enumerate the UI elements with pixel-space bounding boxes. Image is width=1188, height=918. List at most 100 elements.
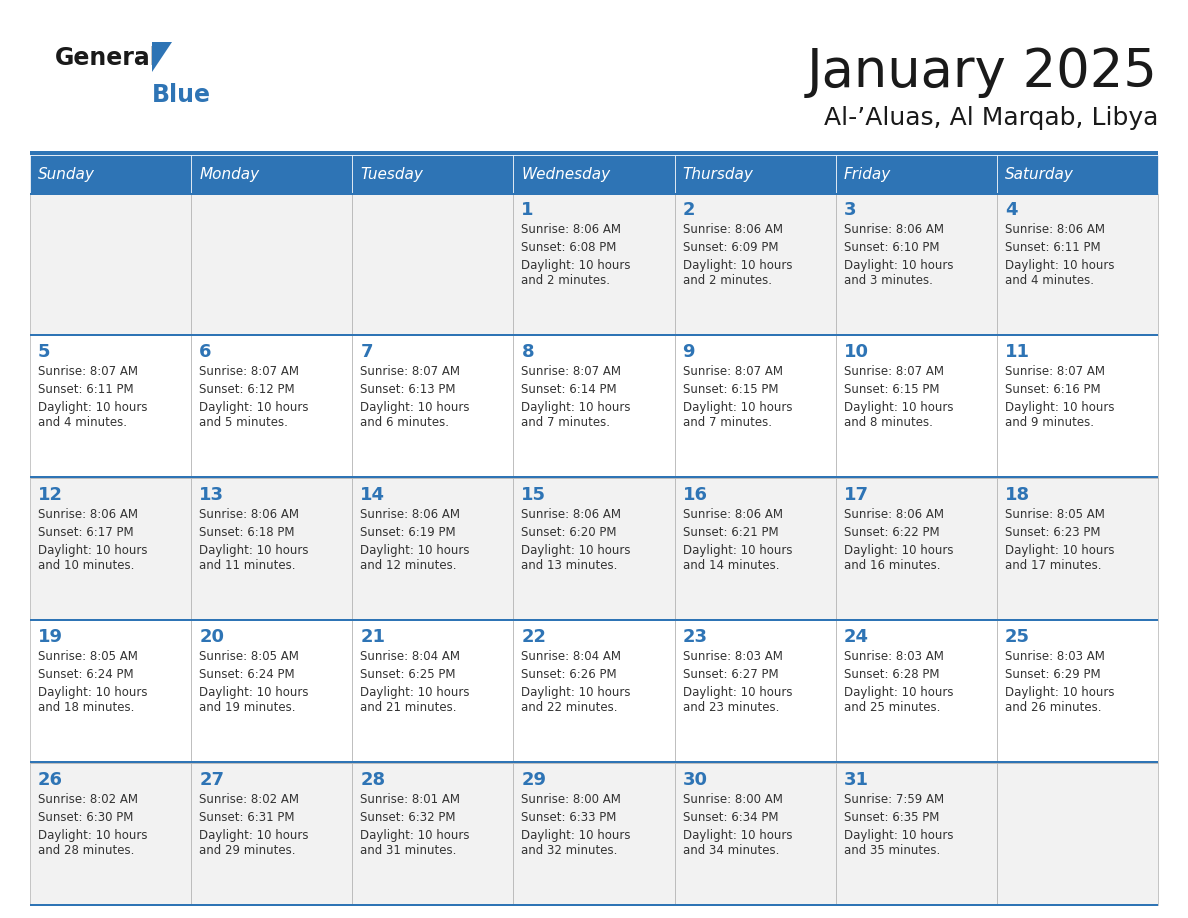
Bar bbox=[997, 763, 1158, 905]
Text: Sunset: 6:11 PM: Sunset: 6:11 PM bbox=[1005, 241, 1100, 254]
Text: Daylight: 10 hours
and 14 minutes.: Daylight: 10 hours and 14 minutes. bbox=[683, 543, 792, 572]
Text: Sunset: 6:19 PM: Sunset: 6:19 PM bbox=[360, 526, 456, 539]
Bar bbox=[30, 151, 1158, 155]
Bar bbox=[675, 477, 835, 621]
Bar bbox=[513, 621, 675, 763]
Text: 23: 23 bbox=[683, 628, 708, 646]
Text: Sunset: 6:32 PM: Sunset: 6:32 PM bbox=[360, 811, 456, 823]
Text: Daylight: 10 hours
and 2 minutes.: Daylight: 10 hours and 2 minutes. bbox=[683, 259, 792, 287]
Text: 14: 14 bbox=[360, 486, 385, 504]
Text: Sunrise: 8:03 AM: Sunrise: 8:03 AM bbox=[1005, 650, 1105, 663]
Text: 30: 30 bbox=[683, 770, 708, 789]
Text: Daylight: 10 hours
and 17 minutes.: Daylight: 10 hours and 17 minutes. bbox=[1005, 543, 1114, 572]
Bar bbox=[30, 761, 1158, 763]
Bar bbox=[513, 763, 675, 905]
Text: General: General bbox=[55, 46, 159, 70]
Text: Sunset: 6:15 PM: Sunset: 6:15 PM bbox=[843, 384, 940, 397]
Text: Sunrise: 7:59 AM: Sunrise: 7:59 AM bbox=[843, 792, 943, 806]
Text: Sunrise: 8:05 AM: Sunrise: 8:05 AM bbox=[38, 650, 138, 663]
Text: 28: 28 bbox=[360, 770, 385, 789]
Text: Daylight: 10 hours
and 16 minutes.: Daylight: 10 hours and 16 minutes. bbox=[843, 543, 953, 572]
Text: 1: 1 bbox=[522, 201, 533, 219]
Bar bbox=[353, 621, 513, 763]
Bar bbox=[513, 155, 675, 193]
Bar bbox=[513, 193, 675, 335]
Bar bbox=[191, 193, 353, 335]
Text: 31: 31 bbox=[843, 770, 868, 789]
Text: Daylight: 10 hours
and 9 minutes.: Daylight: 10 hours and 9 minutes. bbox=[1005, 401, 1114, 430]
Text: Daylight: 10 hours
and 21 minutes.: Daylight: 10 hours and 21 minutes. bbox=[360, 686, 469, 714]
Bar bbox=[997, 193, 1158, 335]
Text: Daylight: 10 hours
and 7 minutes.: Daylight: 10 hours and 7 minutes. bbox=[522, 401, 631, 430]
Text: 2: 2 bbox=[683, 201, 695, 219]
Bar bbox=[353, 335, 513, 477]
Bar bbox=[30, 335, 191, 477]
Text: Sunrise: 8:06 AM: Sunrise: 8:06 AM bbox=[843, 223, 943, 236]
Bar bbox=[513, 477, 675, 621]
Text: Sunset: 6:08 PM: Sunset: 6:08 PM bbox=[522, 241, 617, 254]
Bar bbox=[675, 155, 835, 193]
Bar bbox=[835, 621, 997, 763]
Text: Daylight: 10 hours
and 5 minutes.: Daylight: 10 hours and 5 minutes. bbox=[200, 401, 309, 430]
Text: Thursday: Thursday bbox=[683, 166, 753, 182]
Text: Daylight: 10 hours
and 23 minutes.: Daylight: 10 hours and 23 minutes. bbox=[683, 686, 792, 714]
Text: Sunset: 6:15 PM: Sunset: 6:15 PM bbox=[683, 384, 778, 397]
Bar bbox=[997, 335, 1158, 477]
Text: Sunrise: 8:07 AM: Sunrise: 8:07 AM bbox=[200, 365, 299, 378]
Bar bbox=[997, 155, 1158, 193]
Text: Sunset: 6:18 PM: Sunset: 6:18 PM bbox=[200, 526, 295, 539]
Text: 6: 6 bbox=[200, 343, 211, 362]
Text: Sunset: 6:33 PM: Sunset: 6:33 PM bbox=[522, 811, 617, 823]
Text: Sunset: 6:12 PM: Sunset: 6:12 PM bbox=[200, 384, 295, 397]
Bar bbox=[675, 193, 835, 335]
Text: 19: 19 bbox=[38, 628, 63, 646]
Bar bbox=[835, 193, 997, 335]
Text: Sunrise: 8:03 AM: Sunrise: 8:03 AM bbox=[683, 650, 783, 663]
Text: 11: 11 bbox=[1005, 343, 1030, 362]
Text: Daylight: 10 hours
and 4 minutes.: Daylight: 10 hours and 4 minutes. bbox=[1005, 259, 1114, 287]
Text: Sunrise: 8:06 AM: Sunrise: 8:06 AM bbox=[683, 223, 783, 236]
Text: Sunrise: 8:03 AM: Sunrise: 8:03 AM bbox=[843, 650, 943, 663]
Bar bbox=[30, 193, 191, 335]
Text: 21: 21 bbox=[360, 628, 385, 646]
Text: 9: 9 bbox=[683, 343, 695, 362]
Bar bbox=[675, 621, 835, 763]
Text: Sunset: 6:10 PM: Sunset: 6:10 PM bbox=[843, 241, 940, 254]
Bar bbox=[353, 155, 513, 193]
Bar bbox=[191, 763, 353, 905]
Text: Daylight: 10 hours
and 2 minutes.: Daylight: 10 hours and 2 minutes. bbox=[522, 259, 631, 287]
Text: Sunrise: 8:00 AM: Sunrise: 8:00 AM bbox=[522, 792, 621, 806]
Bar bbox=[675, 763, 835, 905]
Text: Al-’Aluas, Al Marqab, Libya: Al-’Aluas, Al Marqab, Libya bbox=[823, 106, 1158, 130]
Text: Sunrise: 8:06 AM: Sunrise: 8:06 AM bbox=[360, 508, 460, 521]
Text: Sunset: 6:13 PM: Sunset: 6:13 PM bbox=[360, 384, 456, 397]
Text: Sunset: 6:24 PM: Sunset: 6:24 PM bbox=[38, 668, 133, 681]
Text: Blue: Blue bbox=[152, 83, 211, 107]
Text: Daylight: 10 hours
and 31 minutes.: Daylight: 10 hours and 31 minutes. bbox=[360, 829, 469, 856]
Text: Daylight: 10 hours
and 10 minutes.: Daylight: 10 hours and 10 minutes. bbox=[38, 543, 147, 572]
Bar bbox=[30, 619, 1158, 621]
Text: Daylight: 10 hours
and 8 minutes.: Daylight: 10 hours and 8 minutes. bbox=[843, 401, 953, 430]
Bar bbox=[353, 193, 513, 335]
Text: 18: 18 bbox=[1005, 486, 1030, 504]
Text: Sunset: 6:22 PM: Sunset: 6:22 PM bbox=[843, 526, 940, 539]
Text: 5: 5 bbox=[38, 343, 51, 362]
Text: Sunset: 6:14 PM: Sunset: 6:14 PM bbox=[522, 384, 617, 397]
Bar bbox=[30, 621, 191, 763]
Bar bbox=[191, 155, 353, 193]
Bar bbox=[30, 334, 1158, 336]
Text: Sunrise: 8:07 AM: Sunrise: 8:07 AM bbox=[38, 365, 138, 378]
Text: Daylight: 10 hours
and 34 minutes.: Daylight: 10 hours and 34 minutes. bbox=[683, 829, 792, 856]
Text: Daylight: 10 hours
and 28 minutes.: Daylight: 10 hours and 28 minutes. bbox=[38, 829, 147, 856]
Text: Sunset: 6:26 PM: Sunset: 6:26 PM bbox=[522, 668, 617, 681]
Text: Sunrise: 8:06 AM: Sunrise: 8:06 AM bbox=[843, 508, 943, 521]
Text: Sunrise: 8:06 AM: Sunrise: 8:06 AM bbox=[683, 508, 783, 521]
Text: Sunrise: 8:07 AM: Sunrise: 8:07 AM bbox=[1005, 365, 1105, 378]
Text: Daylight: 10 hours
and 6 minutes.: Daylight: 10 hours and 6 minutes. bbox=[360, 401, 469, 430]
Text: Sunrise: 8:07 AM: Sunrise: 8:07 AM bbox=[683, 365, 783, 378]
Text: Sunset: 6:17 PM: Sunset: 6:17 PM bbox=[38, 526, 133, 539]
Text: Sunrise: 8:04 AM: Sunrise: 8:04 AM bbox=[360, 650, 460, 663]
Text: Sunset: 6:28 PM: Sunset: 6:28 PM bbox=[843, 668, 940, 681]
Text: 24: 24 bbox=[843, 628, 868, 646]
Text: Saturday: Saturday bbox=[1005, 166, 1074, 182]
